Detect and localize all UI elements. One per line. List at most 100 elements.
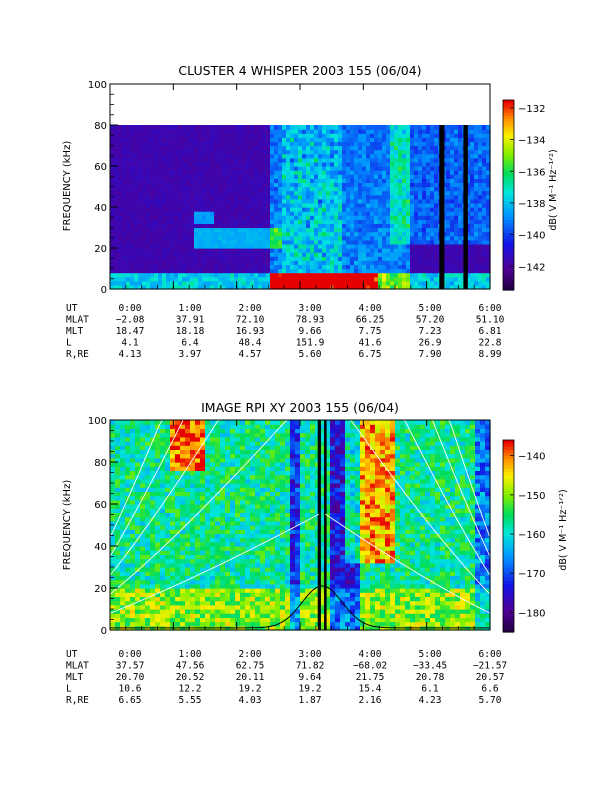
panel1-cell [390, 186, 395, 192]
panel1-cell [410, 178, 415, 183]
panel1-cell [310, 190, 315, 196]
panel1-cell [418, 268, 423, 274]
panel2-cell [190, 529, 196, 534]
panel1-cell [410, 133, 415, 138]
panel2-cell [190, 478, 196, 484]
panel1-cell [298, 182, 303, 188]
panel1-cell [294, 170, 299, 175]
panel1-cell [270, 166, 275, 171]
panel1-cell [234, 182, 239, 188]
panel1-cell [386, 272, 391, 278]
panel1-cell [302, 256, 307, 261]
panel1-cell [426, 215, 431, 220]
panel1-cell [310, 223, 315, 229]
panel2-cell [125, 562, 131, 568]
panel1-cell [362, 202, 367, 208]
panel2-cell [190, 617, 196, 623]
panel2-cell [205, 604, 211, 610]
panel1-cell [418, 284, 423, 290]
panel2-cell [145, 457, 151, 463]
panel1-cell [402, 133, 407, 138]
panel1-cell [174, 243, 179, 249]
panel1-cell [262, 161, 267, 167]
panel2-cell [175, 449, 181, 455]
panel1-cell [142, 133, 147, 138]
panel1-cell [282, 252, 287, 257]
panel1-cell [358, 260, 363, 265]
panel2-cell [125, 537, 131, 543]
panel1-cell [314, 141, 319, 147]
panel2-cell [150, 575, 156, 581]
panel1-cell [126, 141, 131, 147]
panel1-cell [466, 268, 471, 274]
panel2-cell [160, 609, 166, 614]
panel1-cell [314, 145, 319, 151]
panel1-cell [390, 264, 395, 270]
panel1-cell [114, 268, 119, 274]
panel1-cell [206, 145, 211, 151]
panel1-cell [414, 239, 419, 245]
panel2-cell [180, 466, 186, 471]
panel1-cell [418, 194, 423, 200]
panel1-cell [234, 141, 239, 147]
panel1-cell [458, 227, 463, 233]
panel1-cell [274, 231, 279, 237]
panel1-cell [178, 280, 183, 286]
panel1-cell [262, 141, 267, 147]
panel1-cell [346, 256, 351, 261]
panel1-cell [238, 272, 243, 278]
panel1-cell [118, 268, 123, 274]
panel1-cell [430, 239, 435, 245]
panel2-cell [140, 424, 146, 429]
panel2-cell [165, 445, 171, 450]
panel1-cell [362, 198, 367, 204]
panel1-cell [306, 252, 311, 257]
panel1-cell [406, 239, 411, 245]
panel1-cell [322, 149, 327, 155]
panel1-cell [114, 276, 119, 282]
panel2-cell [120, 588, 126, 593]
panel1-cell [146, 137, 151, 142]
panel1-cell [350, 153, 355, 159]
panel1-cell [382, 190, 387, 196]
panel1-cell [234, 207, 239, 212]
panel2-cell [170, 516, 176, 522]
panel2-cell [115, 483, 121, 488]
panel1-cell [426, 280, 431, 286]
panel2-cell [115, 579, 121, 585]
panel1-cell [202, 231, 207, 237]
panel1-cell [450, 243, 455, 249]
panel1-cell [254, 239, 259, 245]
panel1-cell [222, 145, 227, 151]
panel1-cell [222, 252, 227, 257]
panel1-cell [342, 141, 347, 147]
panel1-cell [214, 276, 219, 282]
panel1-cell [334, 252, 339, 257]
panel1-cell [370, 141, 375, 147]
panel1-cell [238, 174, 243, 179]
panel2-cell [185, 428, 191, 434]
panel1-cell [358, 198, 363, 204]
panel1-cell [342, 149, 347, 155]
panel1-cell [322, 276, 327, 282]
panel1-cell [278, 125, 283, 130]
panel1-cell [302, 198, 307, 204]
panel1-cell [214, 161, 219, 167]
panel1-cell [234, 157, 239, 163]
panel1-cell [466, 276, 471, 282]
panel2-cell [170, 554, 176, 560]
panel1-cell [486, 153, 491, 159]
panel1-cell [434, 215, 439, 220]
panel1-cell [466, 149, 471, 155]
panel1-cell [342, 211, 347, 216]
panel1-cell [322, 207, 327, 212]
panel1-cell [342, 129, 347, 134]
panel1-cell [414, 248, 419, 253]
panel2-cell [130, 621, 136, 627]
panel1-cell [410, 223, 415, 229]
panel1-cell [186, 182, 191, 188]
panel1-cell [430, 170, 435, 175]
panel1-cell [134, 252, 139, 257]
panel2-cell [200, 453, 206, 459]
panel1-cell [458, 157, 463, 163]
